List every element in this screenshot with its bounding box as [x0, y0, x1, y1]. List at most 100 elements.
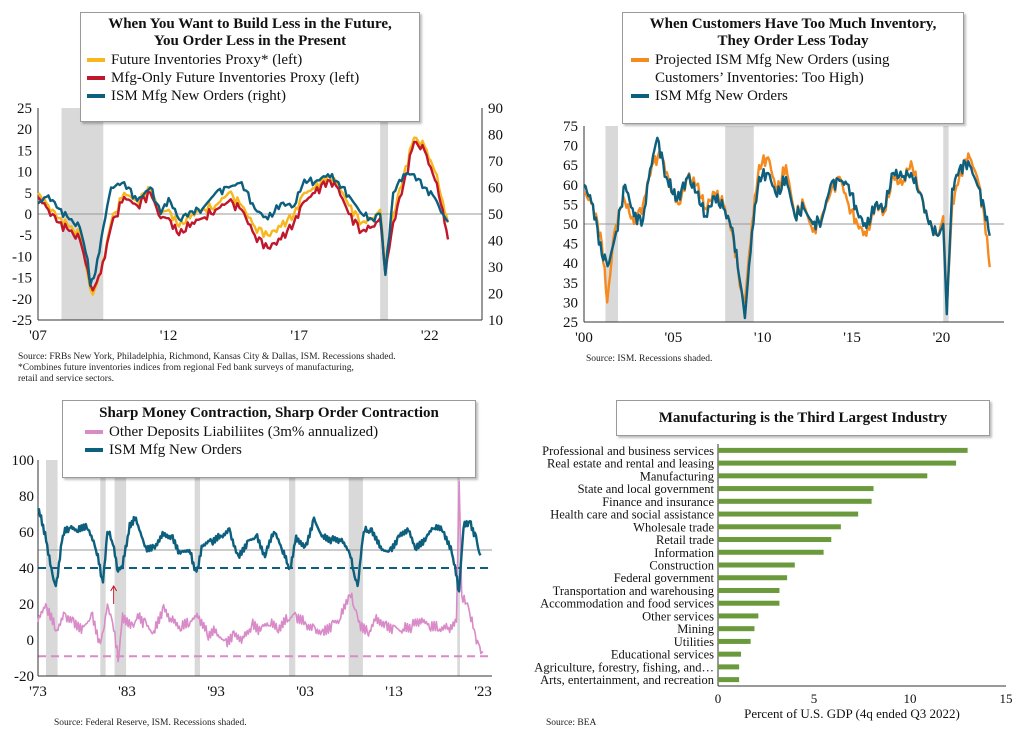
legend-label: ISM Mfg New Orders [655, 88, 788, 104]
x-tick-label: 15 [1000, 691, 1013, 706]
x-tick-label: 0 [715, 691, 722, 706]
x-tick-label: '73 [29, 684, 47, 700]
series-line-teal [37, 508, 482, 593]
category-label: Other services [642, 609, 714, 623]
chart-title-line1: When You Want to Build Less in the Futur… [108, 16, 392, 32]
series-line-teal [37, 172, 449, 287]
y-tick-label-left: -15 [12, 271, 32, 287]
y-tick-label-right: 30 [488, 260, 503, 276]
x-tick-label: '07 [29, 328, 47, 344]
x-tick-label: '15 [843, 330, 861, 346]
bar-14 [718, 626, 755, 632]
bar-2 [718, 473, 928, 479]
x-tick-label: '00 [575, 330, 593, 346]
footnote-line: retail and service sectors. [18, 374, 115, 384]
y-tick-label-left: -10 [12, 249, 32, 265]
y-tick-label-left: 25 [17, 101, 32, 117]
y-tick-label-right: 80 [488, 128, 503, 144]
chart-panel-customer-inventory: 75 70 65 60 55 50 45 40 35 30 25'00 '05 '10 '15 '20 Wh… [512, 0, 1024, 392]
y-tick-label-left: 10 [17, 165, 32, 181]
legend-swatch-teal [631, 94, 649, 98]
bar-1 [718, 460, 957, 466]
chart-title-future-inventories: When You Want to Build Less in the Futur… [81, 16, 419, 50]
x-tick-label: '12 [160, 328, 178, 344]
y-tick-label: 65 [563, 158, 578, 174]
legend-swatch-gold [87, 58, 105, 62]
y-tick-label: 60 [19, 525, 34, 541]
y-tick-label: 60 [563, 178, 578, 194]
y-tick-label-left: 5 [25, 186, 33, 202]
category-label: Information [654, 546, 714, 560]
chart-title-line2: They Order Less Today [717, 33, 869, 49]
y-tick-label: 55 [563, 197, 578, 213]
legend-label: Future Inventories Proxy* (left) [111, 52, 303, 68]
y-tick-label: 70 [563, 139, 578, 155]
y-tick-label-left: -5 [20, 228, 33, 244]
x-tick-label: '20 [933, 330, 951, 346]
category-label: Construction [649, 559, 714, 573]
x-tick-label: 10 [904, 691, 917, 706]
y-tick-label-right: 50 [488, 207, 503, 223]
chart-customer-inventory-svg: 75 70 65 60 55 50 45 40 35 30 25'00 '05 '10 '15 '20 [563, 119, 1004, 346]
legend-future-inventories: When You Want to Build Less in the Futur… [80, 12, 420, 122]
legend-item-projected-ism: Projected ISM Mfg New Orders (using Custo… [631, 51, 963, 87]
y-tick-label-right: 70 [488, 154, 503, 170]
bar-0 [718, 447, 968, 453]
category-label: Professional and business services [542, 444, 714, 458]
y-tick-label-left: 20 [17, 122, 32, 138]
x-tick-label: '17 [290, 328, 308, 344]
y-tick-label: 75 [563, 119, 578, 135]
chart-title-money-contraction: Sharp Money Contraction, Sharp Order Con… [99, 405, 439, 421]
x-tick-label: 5 [811, 691, 818, 706]
bar-10 [718, 575, 788, 581]
y-tick-label: 25 [563, 315, 578, 331]
chart-panel-money-contraction: 100 80 60 40 20 0 -20'73 '83 '93 '03 '13 '23 Sharp … [0, 392, 512, 740]
series-line-orange [584, 150, 991, 312]
category-label: Health care and social assistance [550, 508, 714, 522]
bar-7 [718, 537, 832, 543]
category-label: Transportation and warehousing [553, 584, 715, 598]
series-line-pink [37, 480, 484, 663]
bar-13 [718, 613, 759, 619]
category-label: Retail trade [656, 533, 714, 547]
title-box-gdp-industry: Manufacturing is the Third Largest Indus… [616, 400, 990, 436]
legend-item-ism-new-orders: ISM Mfg New Orders [631, 87, 963, 105]
bar-17 [718, 664, 740, 670]
category-label: Educational services [611, 648, 714, 662]
x-tick-label: '05 [665, 330, 683, 346]
bar-12 [718, 600, 780, 606]
y-tick-label: 35 [563, 276, 578, 292]
y-tick-label: 100 [12, 453, 35, 469]
category-label: Finance and insurance [602, 495, 714, 509]
source-note-money-contraction: Source: Federal Reserve, ISM. Recessions… [54, 718, 247, 729]
bar-8 [718, 549, 824, 555]
category-label: Mining [677, 622, 715, 636]
legend-swatch-orange [631, 58, 649, 62]
legend-customer-inventory: When Customers Have Too Much Inventory, … [622, 12, 964, 124]
legend-label: Mfg-Only Future Inventories Proxy (left) [111, 70, 360, 86]
legend-item-future-inventories-proxy: Future Inventories Proxy* (left) [87, 51, 419, 69]
legend-swatch-pink [85, 430, 103, 434]
bar-6 [718, 524, 841, 530]
category-label: Manufacturing [640, 469, 715, 483]
x-tick-label: '83 [118, 684, 136, 700]
chart-title-gdp-industry: Manufacturing is the Third Largest Indus… [658, 410, 948, 426]
annotation-arrow-head [110, 585, 118, 592]
chart-title-line1: When Customers Have Too Much Inventory, [649, 16, 937, 32]
legend-swatch-teal [85, 448, 103, 452]
y-tick-label: 50 [563, 217, 578, 233]
category-label: State and local government [578, 482, 715, 496]
legend-label: ISM Mfg New Orders [109, 442, 242, 458]
x-axis-label: Percent of U.S. GDP (4q ended Q3 2022) [744, 706, 960, 721]
legend-item-ism-new-orders: ISM Mfg New Orders (right) [87, 87, 419, 105]
x-tick-label: '13 [385, 684, 403, 700]
y-tick-label-left: 15 [17, 143, 32, 159]
source-line: Source: FRBs New York, Philadelphia, Ric… [18, 352, 396, 362]
legend-label: Customers’ Inventories: Too High) [655, 70, 864, 86]
chart-future-inventories-svg: 2520151050-5-10-15-20-259080706050403020… [12, 101, 503, 344]
y-tick-label-left: 0 [25, 207, 33, 223]
x-tick-label: '22 [421, 328, 439, 344]
bar-18 [718, 677, 740, 683]
category-label: Federal government [614, 571, 715, 585]
